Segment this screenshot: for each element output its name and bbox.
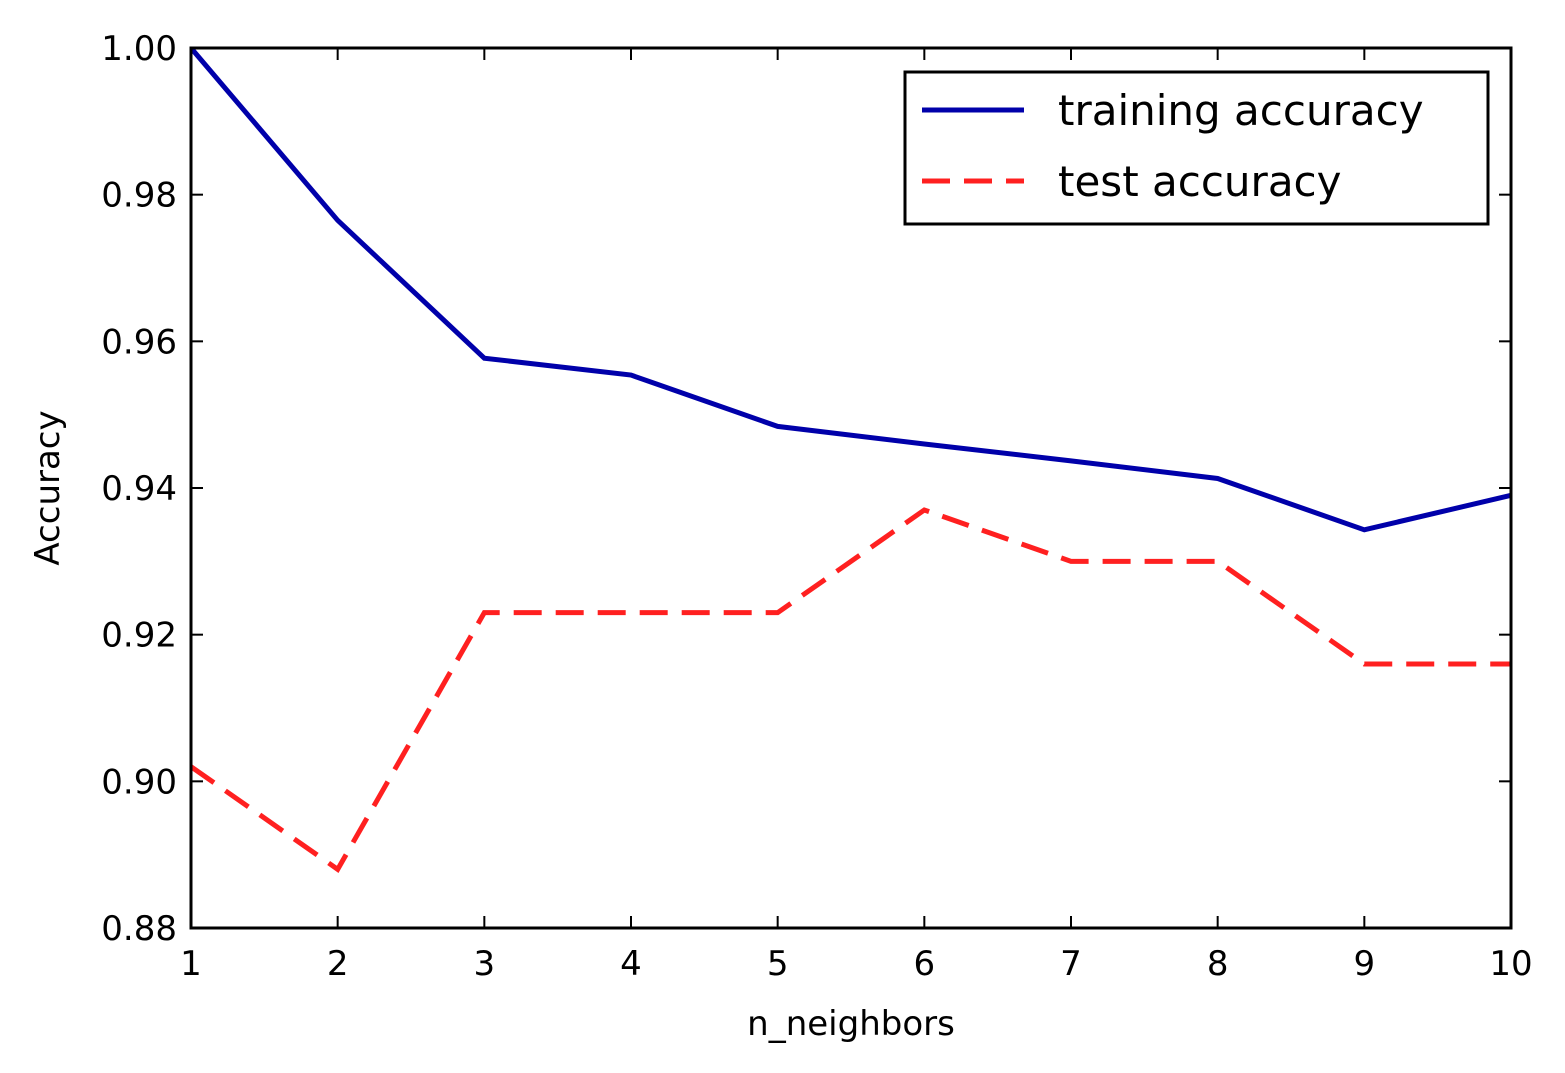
test-accuracy-legend-label: test accuracy	[1058, 157, 1342, 206]
y-axis-label: Accuracy	[28, 410, 68, 565]
x-tick-label: 2	[327, 944, 349, 984]
y-tick-label: 0.88	[101, 909, 177, 949]
x-tick-label: 9	[1354, 944, 1376, 984]
axis-ticks: 1 2 3 4 5 6 7 8 9 10 0.88 0.90 0.92 0.94 0.96 0.98 1.00	[101, 29, 1532, 984]
x-axis-label: n_neighbors	[747, 1004, 955, 1044]
y-tick-label: 0.90	[101, 762, 177, 802]
y-tick-label: 0.92	[101, 616, 177, 656]
x-tick-label: 5	[767, 944, 789, 984]
legend-box	[903, 70, 1490, 226]
x-tick-label: 3	[474, 944, 496, 984]
x-tick-label: 6	[914, 944, 936, 984]
test-accuracy-line	[191, 507, 1511, 873]
x-tick-label: 8	[1207, 944, 1229, 984]
y-tick-label: 0.94	[101, 469, 177, 509]
x-tick-label: 10	[1489, 944, 1532, 984]
y-tick-label: 1.00	[101, 29, 177, 69]
legend: training accuracy test accuracy	[903, 70, 1490, 226]
training-accuracy-line	[191, 48, 1511, 533]
training-accuracy-legend-label: training accuracy	[1058, 86, 1424, 135]
y-tick-label: 0.98	[101, 176, 177, 216]
x-tick-label: 1	[180, 944, 202, 984]
x-tick-label: 4	[620, 944, 642, 984]
y-tick-label: 0.96	[101, 322, 177, 362]
x-tick-label: 7	[1060, 944, 1082, 984]
series-layer	[191, 48, 1511, 873]
